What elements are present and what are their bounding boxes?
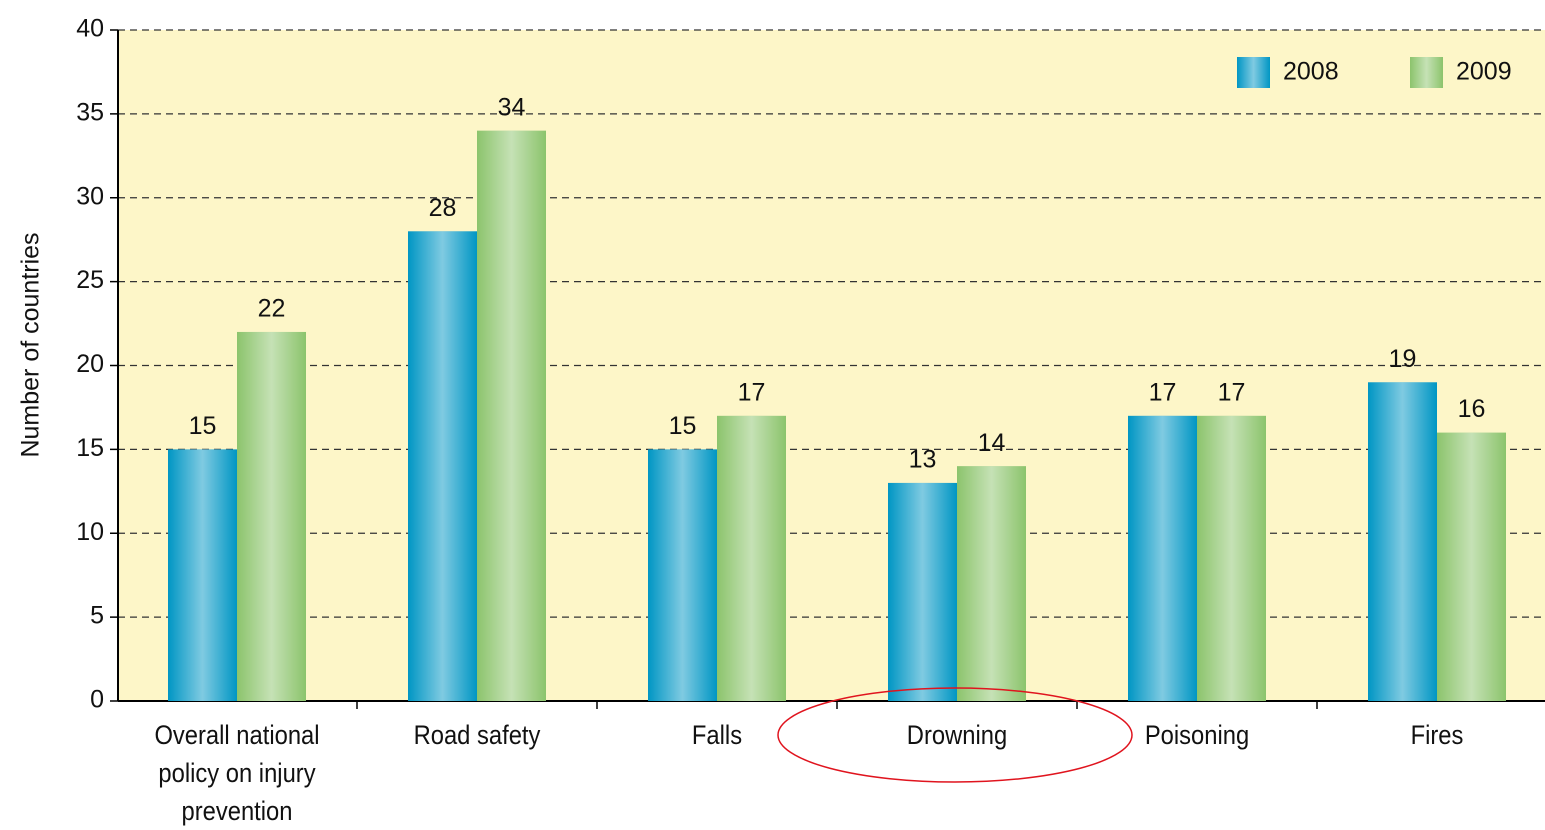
data-label: 16 — [1458, 395, 1486, 423]
legend-label: 2008 — [1283, 58, 1339, 86]
bar-sheen — [717, 415, 786, 701]
data-label: 28 — [429, 194, 457, 222]
y-tick-label: 5 — [90, 602, 104, 630]
y-tick-label: 20 — [76, 350, 104, 378]
x-tick-label: Falls — [691, 720, 743, 750]
data-label: 14 — [978, 429, 1006, 457]
y-tick-label: 30 — [76, 182, 104, 210]
bar-sheen — [408, 231, 477, 702]
bar-sheen — [1437, 432, 1506, 701]
data-label: 19 — [1389, 345, 1417, 373]
x-tick-label: Poisoning — [1144, 720, 1250, 750]
legend-swatch-sheen — [1410, 57, 1443, 88]
bar-sheen — [477, 130, 546, 701]
bar-sheen — [957, 466, 1026, 701]
bar-sheen — [1197, 415, 1266, 701]
x-tick-label: Overall national policy on injury preven… — [154, 720, 320, 826]
y-tick-label: 0 — [90, 686, 104, 714]
bar-sheen — [237, 331, 306, 701]
bar-sheen — [1128, 415, 1197, 701]
y-tick-label: 35 — [76, 98, 104, 126]
data-label: 17 — [1149, 378, 1177, 406]
x-tick-label: Road safety — [413, 720, 541, 750]
data-label: 15 — [189, 412, 217, 440]
data-label: 17 — [738, 378, 766, 406]
y-tick-label: 15 — [76, 434, 104, 462]
bar-sheen — [648, 449, 717, 701]
bar-sheen — [888, 482, 957, 701]
data-label: 22 — [258, 295, 286, 323]
annotation-ellipse — [777, 687, 1133, 783]
y-tick-label: 10 — [76, 518, 104, 546]
bar-sheen — [1368, 382, 1437, 701]
x-tick-label: Drowning — [906, 720, 1008, 750]
data-label: 34 — [498, 93, 526, 121]
legend-swatch-sheen — [1237, 57, 1270, 88]
data-label: 13 — [909, 446, 937, 474]
y-tick-label: 40 — [76, 15, 104, 43]
data-label: 17 — [1218, 378, 1246, 406]
legend-label: 2009 — [1456, 58, 1512, 86]
bar-sheen — [168, 449, 237, 701]
y-axis-label: Number of countries — [17, 232, 45, 457]
y-tick-label: 25 — [76, 266, 104, 294]
data-label: 15 — [669, 412, 697, 440]
x-tick-label: Fires — [1410, 720, 1464, 750]
